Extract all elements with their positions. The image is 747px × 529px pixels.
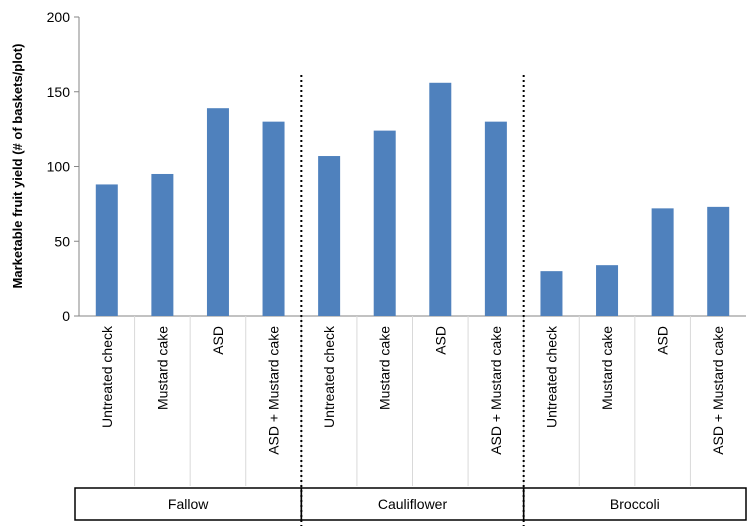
category-label: ASD xyxy=(210,326,226,355)
group-label: Broccoli xyxy=(610,496,660,512)
category-label: Mustard cake xyxy=(599,326,615,410)
y-tick-label: 150 xyxy=(47,84,71,100)
category-label: Mustard cake xyxy=(377,326,393,410)
bar xyxy=(707,206,730,316)
category-label: ASD + Mustard cake xyxy=(488,326,504,455)
bar xyxy=(596,265,619,316)
y-tick-label: 200 xyxy=(47,9,71,25)
category-label: ASD xyxy=(432,326,448,355)
bar xyxy=(318,156,341,316)
bar xyxy=(651,208,674,316)
y-tick-label: 100 xyxy=(47,159,71,175)
bar xyxy=(373,130,396,316)
bar xyxy=(484,121,507,317)
group-box xyxy=(522,487,747,521)
bar xyxy=(262,121,285,317)
bar xyxy=(429,82,452,316)
bar xyxy=(151,173,174,316)
category-label: Untreated check xyxy=(99,325,115,428)
category-label: ASD xyxy=(655,326,671,355)
category-label: ASD + Mustard cake xyxy=(266,326,282,455)
group-label: Fallow xyxy=(168,496,209,512)
category-label: Untreated check xyxy=(543,325,559,428)
group-label: Cauliflower xyxy=(378,496,448,512)
plot-area: 0 50 100 150 200 Untreated check Mustard cake A… xyxy=(47,9,747,526)
category-label: Untreated check xyxy=(321,325,337,428)
bar xyxy=(540,271,563,316)
y-tick-label: 50 xyxy=(54,233,70,249)
y-axis-label: Marketable fruit yield (# of baskets/plo… xyxy=(10,44,25,289)
category-label: ASD + Mustard cake xyxy=(710,326,726,455)
y-tick-label: 0 xyxy=(62,308,70,324)
bar xyxy=(206,108,229,316)
category-label: Mustard cake xyxy=(154,326,170,410)
bar xyxy=(95,184,118,316)
